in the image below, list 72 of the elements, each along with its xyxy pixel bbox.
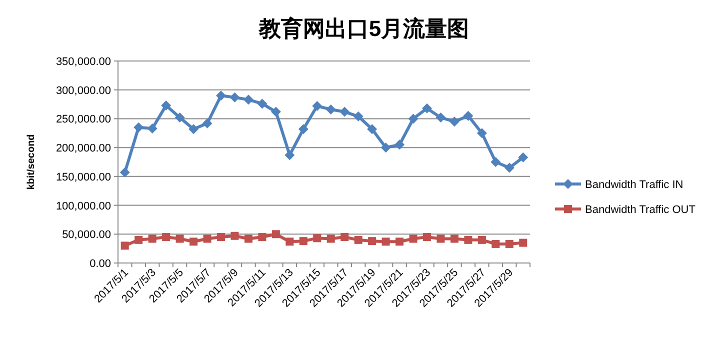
point — [353, 111, 364, 122]
point — [382, 238, 390, 246]
point — [298, 124, 308, 134]
point — [299, 237, 308, 246]
point — [270, 106, 281, 117]
point — [478, 236, 486, 244]
point — [436, 112, 446, 123]
point — [313, 234, 322, 242]
point — [505, 240, 514, 248]
y-tick-label: 100,000.00 — [56, 200, 111, 212]
point — [216, 90, 226, 101]
point — [409, 234, 418, 243]
point — [120, 242, 129, 250]
point — [120, 167, 130, 178]
y-axis-title: kbit/second — [26, 134, 37, 190]
point — [202, 118, 212, 128]
point — [423, 233, 431, 242]
point — [326, 104, 336, 114]
y-tick-label: 150,000.00 — [56, 171, 111, 184]
point — [394, 140, 405, 150]
legend-label: Bandwidth Traffic IN — [585, 179, 684, 191]
point — [162, 233, 170, 242]
point — [504, 162, 514, 173]
y-tick-label: 200,000.00 — [56, 142, 111, 155]
point — [272, 230, 280, 238]
point — [396, 238, 404, 246]
point — [174, 112, 185, 123]
legend-label: Bandwidth Traffic OUT — [585, 204, 696, 216]
point — [340, 233, 349, 242]
point — [367, 124, 378, 134]
y-tick-label: 50,000.00 — [62, 229, 111, 242]
point — [230, 232, 239, 240]
point — [518, 152, 528, 162]
point — [463, 110, 474, 121]
point — [203, 234, 212, 243]
point — [312, 101, 322, 112]
chart-title: 教育网出口5月流量图 — [258, 16, 470, 41]
point — [258, 233, 266, 242]
point — [519, 238, 528, 247]
point — [176, 234, 184, 243]
point — [408, 114, 418, 124]
point — [490, 157, 501, 167]
point — [134, 236, 143, 244]
y-tick-label: 300,000.00 — [56, 84, 111, 97]
point — [340, 106, 350, 117]
point — [161, 100, 172, 110]
point — [476, 128, 487, 138]
point — [368, 237, 376, 246]
y-tick-label: 0.00 — [90, 258, 111, 270]
point — [217, 233, 225, 242]
y-tick-label: 250,000.00 — [56, 114, 111, 126]
point — [147, 124, 158, 134]
point — [380, 142, 391, 153]
point — [354, 236, 362, 244]
point — [326, 234, 335, 243]
point — [436, 234, 445, 243]
point — [148, 234, 156, 243]
point — [243, 94, 254, 105]
point — [188, 124, 199, 134]
y-tick-label: 350,000.00 — [56, 56, 111, 68]
point — [286, 238, 294, 246]
point — [134, 122, 144, 132]
point — [422, 103, 432, 114]
point — [284, 150, 295, 160]
point — [449, 116, 460, 127]
point — [230, 92, 240, 102]
point — [257, 98, 268, 109]
point — [450, 234, 458, 243]
point — [492, 240, 500, 248]
point — [464, 236, 472, 244]
point — [190, 238, 198, 246]
point — [244, 234, 252, 243]
